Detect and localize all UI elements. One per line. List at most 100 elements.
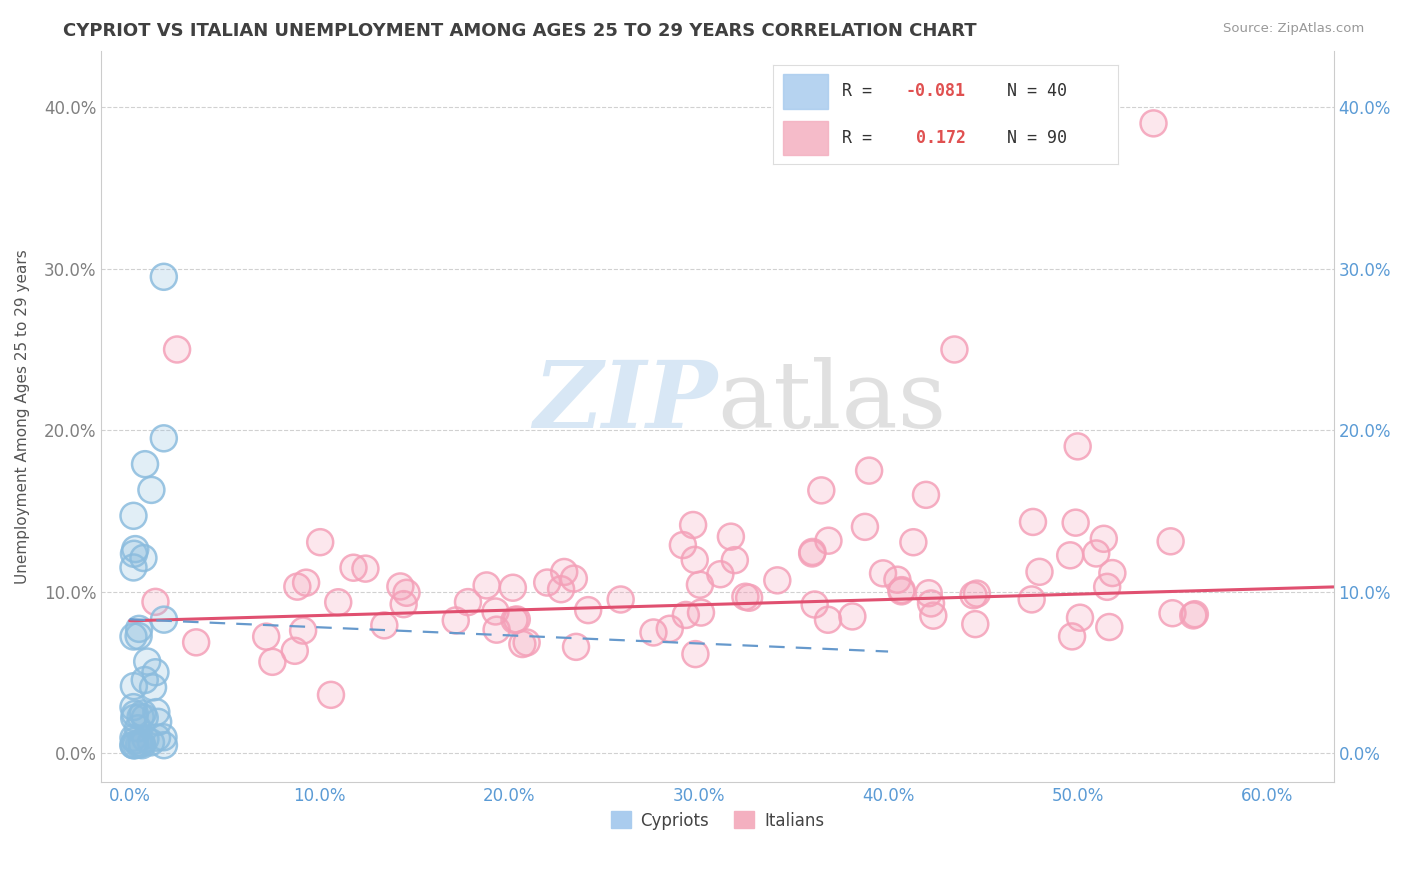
- Point: [1028, 565, 1050, 579]
- Point: [1085, 546, 1108, 560]
- Point: [319, 688, 342, 702]
- Point: [890, 583, 912, 598]
- Point: [943, 343, 966, 357]
- Point: [128, 622, 150, 636]
- Point: [724, 553, 747, 567]
- Point: [920, 597, 942, 611]
- Point: [254, 630, 277, 644]
- Point: [128, 629, 150, 643]
- Point: [1182, 608, 1205, 623]
- Point: [122, 738, 145, 752]
- Text: ZIP: ZIP: [533, 357, 717, 447]
- Point: [536, 575, 558, 590]
- Point: [262, 655, 284, 669]
- Point: [475, 578, 498, 592]
- Point: [124, 733, 146, 747]
- Point: [890, 584, 912, 599]
- Point: [295, 575, 318, 590]
- Point: [122, 560, 145, 574]
- Point: [724, 553, 747, 567]
- Legend: Cypriots, Italians: Cypriots, Italians: [603, 805, 831, 836]
- Point: [485, 623, 508, 637]
- Point: [1184, 607, 1206, 622]
- Point: [918, 586, 941, 600]
- Point: [122, 711, 145, 725]
- Point: [1022, 515, 1045, 529]
- Point: [1022, 515, 1045, 529]
- Point: [920, 597, 942, 611]
- Point: [444, 614, 467, 628]
- Point: [146, 731, 169, 745]
- Point: [550, 582, 572, 597]
- Point: [457, 595, 479, 609]
- Point: [675, 607, 697, 622]
- Point: [127, 721, 149, 735]
- Point: [576, 603, 599, 617]
- Point: [128, 738, 150, 752]
- Point: [122, 630, 145, 644]
- Point: [689, 578, 711, 592]
- Point: [922, 608, 945, 623]
- Point: [890, 584, 912, 599]
- Point: [1021, 592, 1043, 607]
- Point: [962, 588, 984, 602]
- Point: [484, 605, 506, 619]
- Point: [342, 560, 364, 574]
- Point: [1098, 620, 1121, 634]
- Point: [186, 635, 208, 649]
- Point: [841, 609, 863, 624]
- Point: [122, 508, 145, 523]
- Point: [918, 586, 941, 600]
- Point: [720, 530, 742, 544]
- Point: [152, 731, 174, 745]
- Point: [131, 738, 153, 752]
- Point: [886, 573, 908, 587]
- Point: [943, 343, 966, 357]
- Point: [685, 647, 707, 661]
- Point: [738, 591, 761, 605]
- Point: [658, 622, 681, 636]
- Point: [672, 538, 695, 552]
- Point: [146, 714, 169, 729]
- Point: [124, 542, 146, 557]
- Point: [124, 706, 146, 721]
- Point: [853, 520, 876, 534]
- Point: [576, 603, 599, 617]
- Point: [803, 598, 825, 612]
- Point: [342, 560, 364, 574]
- Point: [139, 735, 162, 749]
- Point: [145, 665, 167, 680]
- Point: [127, 721, 149, 735]
- Point: [319, 688, 342, 702]
- Point: [475, 578, 498, 592]
- Point: [801, 546, 824, 560]
- Point: [285, 580, 308, 594]
- Point: [915, 488, 938, 502]
- Point: [738, 591, 761, 605]
- Point: [1059, 549, 1081, 563]
- Point: [153, 738, 176, 752]
- Point: [506, 612, 529, 626]
- Point: [810, 483, 832, 498]
- Point: [801, 545, 824, 559]
- Point: [502, 581, 524, 595]
- Point: [965, 617, 987, 632]
- Point: [142, 681, 165, 695]
- Point: [122, 630, 145, 644]
- Point: [553, 565, 575, 579]
- Point: [643, 625, 665, 640]
- Point: [444, 614, 467, 628]
- Point: [512, 637, 534, 651]
- Point: [565, 640, 588, 654]
- Point: [134, 711, 156, 725]
- Point: [801, 546, 824, 560]
- Point: [853, 520, 876, 534]
- Point: [709, 567, 731, 582]
- Point: [122, 700, 145, 714]
- Point: [186, 635, 208, 649]
- Y-axis label: Unemployment Among Ages 25 to 29 years: Unemployment Among Ages 25 to 29 years: [15, 249, 30, 584]
- Point: [136, 655, 159, 669]
- Point: [392, 597, 415, 611]
- Point: [128, 622, 150, 636]
- Point: [125, 738, 148, 752]
